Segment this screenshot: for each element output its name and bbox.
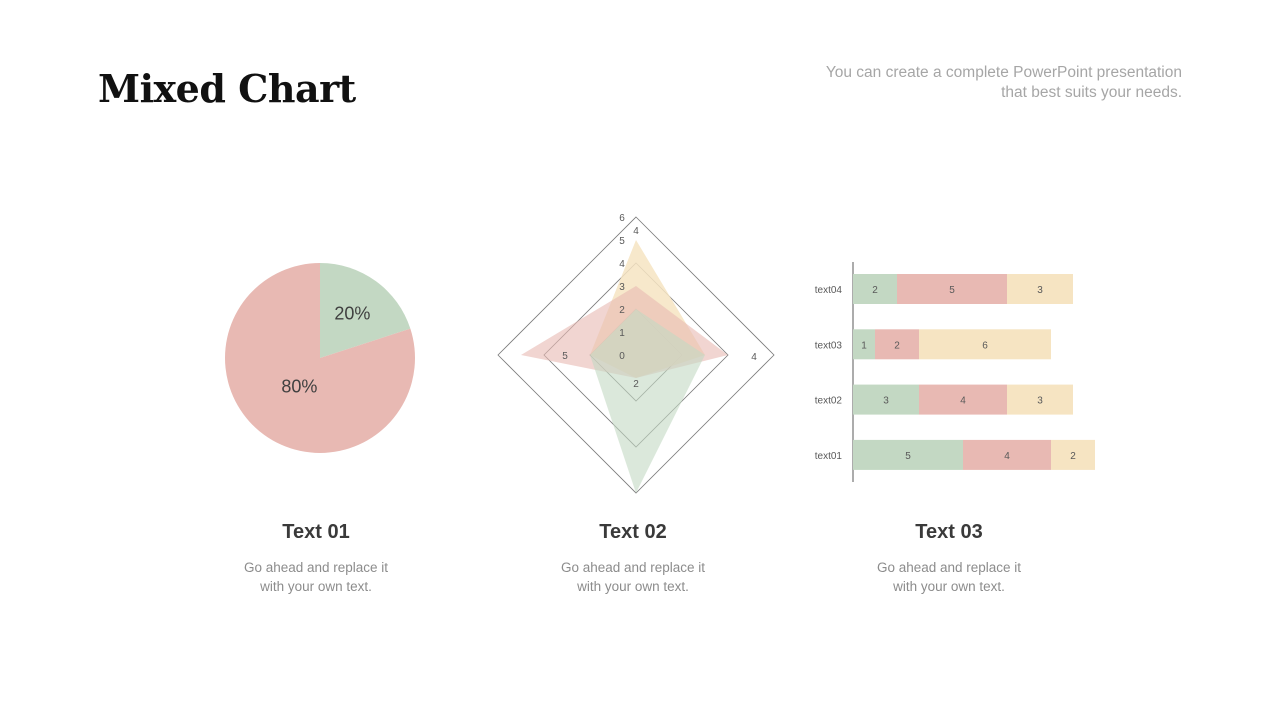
bar-value-label-text03-s1: 1: [861, 340, 867, 351]
pie-slice-1: [320, 263, 411, 358]
caption-3: Text 03 Go ahead and replace it with you…: [829, 521, 1069, 596]
bar-segment-text02-s2: [919, 384, 1007, 415]
radar-tick-label-1: 1: [619, 328, 625, 339]
bar-category-label-text03: text03: [815, 340, 843, 351]
caption-2-title: Text 02: [599, 521, 667, 543]
caption-2-body: Go ahead and replace it with your own te…: [560, 560, 706, 594]
bar-segment-text03-s2: [875, 329, 919, 360]
bar-category-label-text02: text02: [815, 396, 843, 407]
radar-series-label-4: 2: [633, 379, 639, 390]
bar-segment-text02-s1: [853, 384, 919, 415]
bar-segment-text01-s1: [853, 439, 963, 470]
bar-category-label-text01: text01: [815, 451, 843, 462]
radar-tick-label-3: 3: [619, 282, 625, 293]
bar-value-label-text03-s2: 2: [894, 340, 900, 351]
radar-series-label-3: 5: [562, 351, 568, 362]
caption-1-title: Text 01: [282, 521, 350, 543]
radar-tick-label-5: 5: [619, 236, 625, 247]
pie-chart: 20% 80%: [224, 263, 415, 454]
radar-series-3: [590, 309, 705, 493]
radar-tick-label-0: 0: [619, 351, 625, 362]
radar-tick-label-4: 4: [619, 259, 625, 270]
bar-value-label-text01-s1: 5: [905, 451, 911, 462]
radar-tick-label-6: 6: [619, 213, 625, 224]
bar-segment-text02-s3: [1007, 384, 1073, 415]
pie-slice-2: [224, 263, 415, 454]
bar-value-label-text02-s3: 3: [1037, 396, 1043, 407]
caption-3-title: Text 03: [915, 521, 983, 543]
bar-value-label-text02-s2: 4: [960, 396, 966, 407]
bar-value-label-text01-s3: 2: [1070, 451, 1076, 462]
bar-segment-text01-s3: [1051, 439, 1095, 470]
bar-segment-text04-s3: [1007, 274, 1073, 304]
pie-slice-label-2: 80%: [281, 376, 317, 396]
bar-category-label-text04: text04: [815, 285, 843, 296]
bar-segment-text04-s1: [853, 274, 897, 304]
bar-segment-text01-s2: [963, 439, 1051, 470]
bar-value-label-text04-s3: 3: [1037, 285, 1043, 296]
bar-value-label-text02-s1: 3: [883, 396, 889, 407]
bar-segment-text04-s2: [897, 274, 1007, 304]
caption-3-body: Go ahead and replace it with your own te…: [876, 560, 1022, 594]
bar-value-label-text04-s1: 2: [872, 285, 878, 296]
caption-1-body: Go ahead and replace it with your own te…: [243, 560, 389, 594]
caption-2: Text 02 Go ahead and replace it with you…: [513, 521, 753, 596]
bar-segment-text03-s3: [919, 329, 1051, 360]
bar-value-label-text01-s2: 4: [1004, 451, 1010, 462]
caption-1: Text 01 Go ahead and replace it with you…: [196, 521, 436, 596]
radar-tick-label-2: 2: [619, 305, 625, 316]
radar-series-label-1: 4: [633, 226, 639, 237]
radar-series-label-2: 4: [751, 352, 757, 363]
page-title: Mixed Chart: [98, 66, 356, 111]
bar-segment-text03-s1: [853, 329, 875, 360]
page-subtitle: You can create a complete PowerPoint pre…: [825, 64, 1182, 101]
stacked-bar-chart: text04 2 5 3 text03 1 2 6 text02 3 4 3 text01 5 4 2: [815, 262, 1095, 482]
bar-value-label-text04-s2: 5: [949, 285, 955, 296]
bar-value-label-text03-s3: 6: [982, 340, 988, 351]
pie-slice-label-1: 20%: [334, 303, 370, 323]
